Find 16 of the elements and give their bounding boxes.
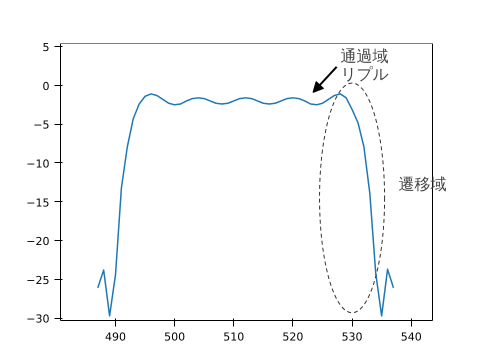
line-series	[97, 93, 394, 317]
y-tick-label: 0	[42, 80, 50, 93]
y-tick-label: −10	[26, 157, 50, 170]
x-tick-label: 520	[282, 330, 304, 344]
x-tick-label: 500	[164, 330, 186, 344]
y-tick-label: −30	[26, 312, 50, 326]
y-tick-label: −5	[33, 118, 50, 132]
x-tick-label: 530	[342, 330, 363, 344]
annotation: 通過域リプル	[340, 46, 388, 84]
x-tick-label: 510	[223, 330, 244, 344]
y-tick-label: 5	[42, 41, 50, 54]
x-tick-label: 490	[105, 330, 126, 344]
y-tick-label: −20	[26, 235, 50, 248]
y-tick-label: −25	[26, 274, 50, 287]
x-tick-label: 540	[400, 330, 422, 344]
y-tick-label: −15	[26, 196, 50, 210]
